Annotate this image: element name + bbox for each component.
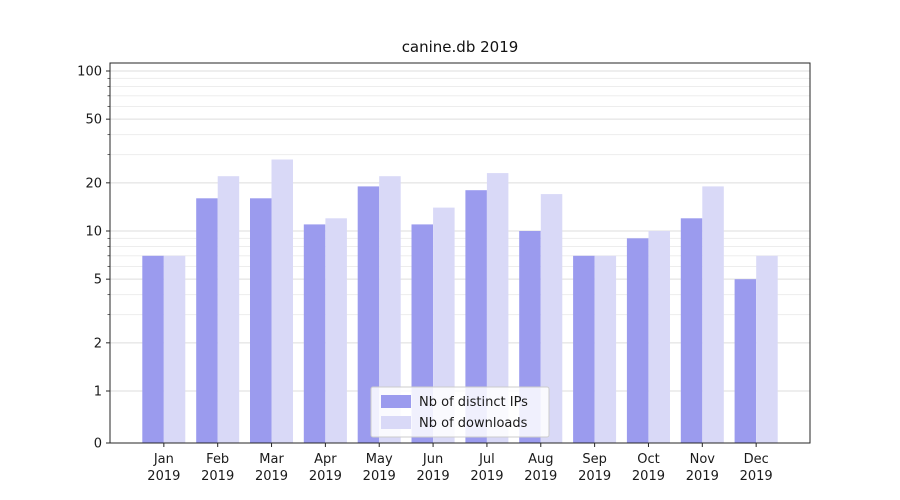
legend-swatch-1 — [381, 416, 411, 429]
bar-series1-month0 — [163, 255, 186, 443]
legend-label-0: Nb of distinct IPs — [419, 395, 528, 410]
y-tick-label: 100 — [77, 65, 102, 80]
x-tick-label: Dec 2019 — [740, 452, 773, 484]
bar-series0-month11 — [734, 279, 757, 443]
bar-series1-month4 — [379, 176, 401, 443]
x-tick-label: Nov 2019 — [686, 452, 719, 484]
bar-series0-month10 — [680, 218, 703, 443]
legend-label-1: Nb of downloads — [419, 416, 528, 431]
legend-swatch-0 — [381, 395, 411, 408]
bar-series0-month6 — [465, 190, 487, 443]
x-tick-label: Aug 2019 — [524, 452, 557, 484]
y-tick-label: 10 — [85, 225, 102, 240]
bar-series1-month9 — [648, 231, 670, 443]
x-tick-label: Mar 2019 — [255, 452, 288, 484]
bar-series1-month6 — [486, 173, 509, 443]
x-tick-label: Jun 2019 — [417, 452, 450, 484]
bar-series1-month3 — [325, 218, 347, 443]
bar-series0-month8 — [573, 255, 595, 443]
x-tick-label: Apr 2019 — [309, 452, 342, 484]
bar-series1-month1 — [217, 176, 240, 443]
legend-box — [370, 386, 550, 438]
x-tick-label: Sep 2019 — [578, 452, 611, 484]
bar-series1-month7 — [540, 194, 563, 443]
x-tick-label: Jan 2019 — [147, 452, 180, 484]
bar-series0-month4 — [357, 186, 380, 443]
bar-series0-month1 — [196, 198, 218, 443]
y-tick-label: 20 — [85, 176, 102, 191]
bar-series1-month5 — [433, 207, 455, 443]
x-tick-label: Oct 2019 — [632, 452, 665, 484]
y-tick-label: 50 — [85, 113, 102, 128]
chart-title: canine.db 2019 — [401, 38, 519, 56]
plot-frame — [109, 62, 811, 444]
bar-series0-month9 — [626, 238, 649, 443]
bar-series1-month8 — [594, 255, 617, 443]
x-tick-label: May 2019 — [363, 452, 396, 484]
y-tick-label: 5 — [94, 273, 102, 288]
bar-series0-month2 — [250, 198, 272, 443]
bar-series0-month0 — [142, 255, 164, 443]
bar-series1-month11 — [756, 255, 778, 443]
bar-series1-month10 — [702, 186, 724, 443]
y-tick-label: 2 — [94, 336, 102, 351]
y-tick-label: 1 — [94, 385, 102, 400]
x-tick-label: Jul 2019 — [470, 452, 503, 484]
x-tick-label: Feb 2019 — [201, 452, 234, 484]
y-tick-label: 0 — [94, 437, 102, 452]
bar-series1-month2 — [271, 159, 293, 443]
bar-series0-month3 — [303, 224, 326, 443]
